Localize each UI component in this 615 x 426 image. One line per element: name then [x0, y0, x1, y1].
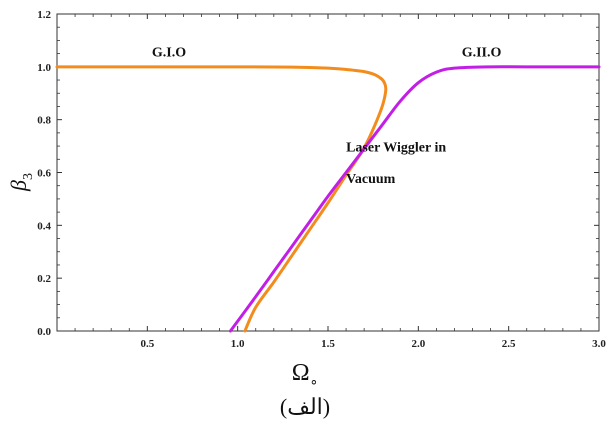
- x-tick-label: 1.0: [231, 338, 245, 350]
- annotation-group: G.I.O G.II.O Laser Wiggler in Vacuum: [152, 45, 502, 187]
- x-tick-label: 3.0: [592, 338, 606, 350]
- tick-group: 0.5 1.0 1.5 2.0 2.5 3.0 0.0 0.2 0.4 0.6 0.8 1.0 1.2: [37, 9, 606, 350]
- y-tick-label: 0.8: [37, 115, 51, 127]
- figure-caption: (الف): [280, 394, 330, 419]
- y-tick-label: 0.4: [37, 220, 51, 232]
- y-tick-label: 0.0: [37, 326, 51, 338]
- series-group: [55, 65, 601, 333]
- annotation-label: G.II.O: [462, 45, 502, 60]
- x-tick-label: 1.5: [321, 338, 335, 350]
- x-tick-label: 0.5: [140, 338, 154, 350]
- annotation-label: G.I.O: [152, 45, 186, 60]
- annotation-label: Vacuum: [346, 172, 396, 187]
- y-tick-label: 0.2: [37, 273, 51, 285]
- x-axis-title: Ω∘: [292, 360, 319, 390]
- x-tick-label: 2.5: [502, 338, 516, 350]
- y-axis-title: β3: [6, 173, 36, 192]
- series-line-gio: [55, 65, 388, 333]
- y-tick-label: 1.2: [37, 9, 51, 21]
- plot-frame: [56, 13, 600, 332]
- series-line-giio: [228, 65, 601, 333]
- y-tick-label: 1.0: [37, 62, 51, 74]
- annotation-label: Laser Wiggler in: [346, 140, 446, 155]
- y-tick-label: 0.6: [37, 168, 51, 180]
- x-tick-label: 2.0: [411, 338, 425, 350]
